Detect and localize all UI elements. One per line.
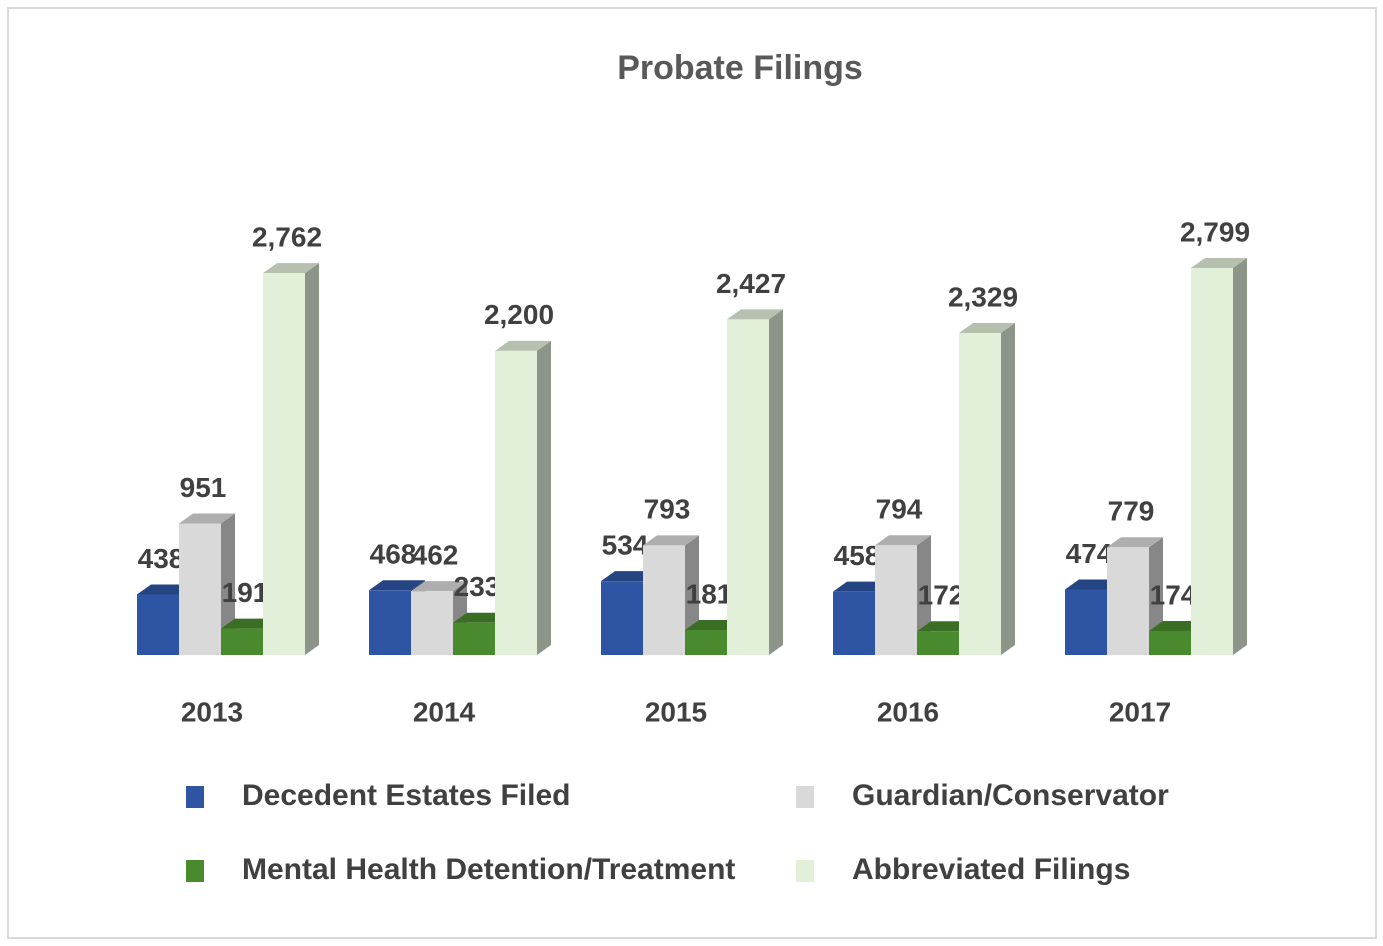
data-label: 2,427	[716, 268, 786, 299]
bar	[833, 591, 875, 655]
bar-side	[221, 513, 235, 655]
data-label: 779	[1108, 496, 1155, 527]
data-label: 2,200	[484, 299, 554, 330]
bar	[1191, 268, 1233, 655]
data-label: 468	[370, 539, 417, 570]
bar-side	[1233, 258, 1247, 655]
data-label: 462	[412, 540, 459, 571]
bar	[411, 591, 453, 655]
bar	[601, 581, 643, 655]
bar-top	[1191, 258, 1247, 268]
data-label: 794	[876, 494, 923, 525]
bar-side	[305, 263, 319, 655]
bar	[137, 594, 179, 655]
bar-side	[769, 309, 783, 655]
data-label: 951	[180, 472, 227, 503]
data-label: 233	[454, 571, 501, 602]
bar-top	[959, 322, 1015, 333]
data-label: 474	[1066, 538, 1113, 569]
bar-top	[411, 581, 467, 592]
data-label: 2,799	[1180, 216, 1250, 247]
data-label: 174	[1150, 579, 1197, 610]
data-label: 2,762	[252, 222, 322, 253]
bar-top	[727, 309, 783, 320]
data-label: 458	[834, 540, 881, 571]
bar-top	[643, 535, 699, 546]
legend-label: Abbreviated Filings	[852, 853, 1130, 886]
bar	[453, 622, 495, 655]
x-tick-label: 2016	[877, 696, 939, 727]
bar	[1107, 547, 1149, 655]
bar-top	[1107, 537, 1163, 548]
data-label: 438	[138, 543, 185, 574]
bar-top	[179, 513, 235, 524]
bar	[917, 631, 959, 655]
bar	[263, 273, 305, 655]
bar	[221, 628, 263, 655]
data-label: 191	[222, 577, 269, 608]
bar	[495, 350, 537, 655]
legend-label: Decedent Estates Filed	[242, 779, 570, 812]
bar	[643, 545, 685, 655]
bar	[727, 319, 769, 655]
x-tick-label: 2017	[1109, 696, 1171, 727]
data-label: 534	[602, 530, 649, 561]
bar-top	[263, 263, 319, 274]
legend-label: Mental Health Detention/Treatment	[242, 853, 735, 886]
data-label: 793	[644, 494, 691, 525]
bar	[1149, 630, 1191, 655]
data-label: 172	[918, 580, 965, 611]
x-tick-label: 2015	[645, 696, 707, 727]
bar-side	[537, 340, 551, 655]
bar-top	[369, 580, 425, 591]
chart-title: Probate Filings	[617, 49, 863, 87]
bar	[875, 545, 917, 655]
bar	[685, 629, 727, 655]
bar	[179, 523, 221, 655]
chart-border	[7, 7, 1377, 939]
legend-label: Guardian/Conservator	[852, 779, 1169, 812]
bar-top	[495, 340, 551, 351]
bar-side	[1001, 322, 1015, 655]
legend-swatch	[796, 786, 814, 808]
legend-swatch	[186, 860, 204, 882]
x-tick-label: 2013	[181, 696, 243, 727]
bar	[1065, 589, 1107, 655]
legend-swatch	[796, 860, 814, 882]
x-tick-label: 2014	[413, 696, 476, 727]
bar-top	[875, 535, 931, 546]
bar	[959, 332, 1001, 655]
data-label: 181	[686, 578, 733, 609]
legend-swatch	[186, 786, 204, 808]
bar	[369, 590, 411, 655]
data-label: 2,329	[948, 281, 1018, 312]
